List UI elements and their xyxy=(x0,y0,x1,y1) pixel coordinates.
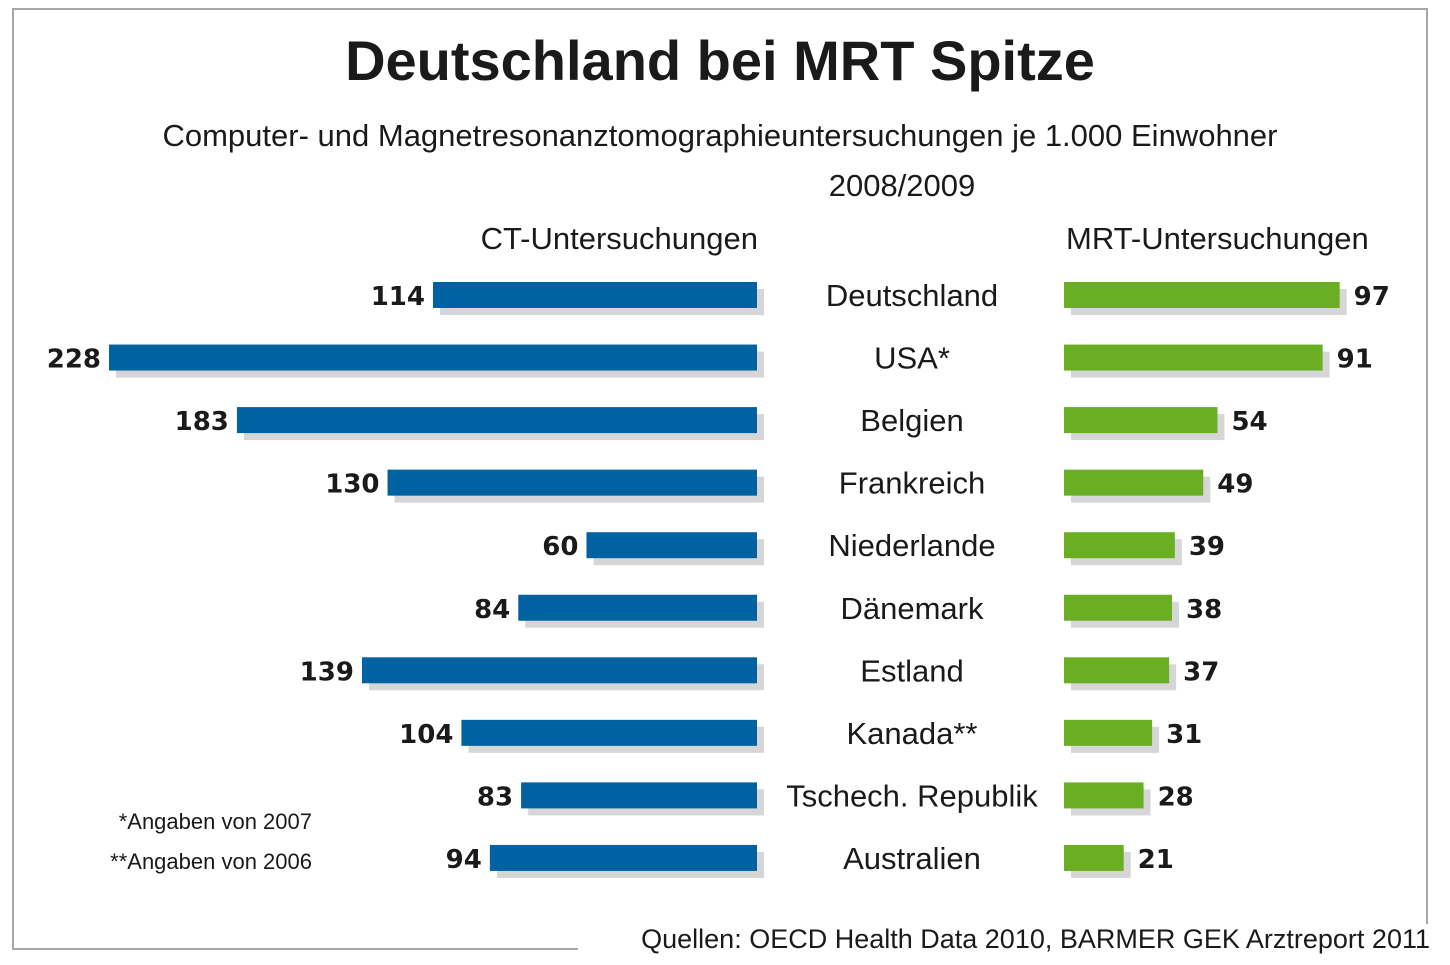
ct-value-label: 83 xyxy=(477,782,513,812)
mrt-value-label: 28 xyxy=(1158,782,1194,812)
mrt-bar xyxy=(1064,469,1204,496)
ct-bar xyxy=(236,407,757,434)
mrt-bar xyxy=(1064,844,1124,871)
ct-value-label: 130 xyxy=(325,470,379,500)
footnote-2007: *Angaben von 2007 xyxy=(118,809,312,834)
country-label: Kanada** xyxy=(846,716,977,751)
chart-row-3: 130 Frankreich 49 xyxy=(325,466,1253,503)
country-label: Niederlande xyxy=(828,528,995,563)
mrt-bar xyxy=(1064,532,1175,559)
country-label: Tschech. Republik xyxy=(786,778,1038,813)
mrt-value-label: 97 xyxy=(1354,282,1390,312)
mrt-value-label: 31 xyxy=(1166,720,1202,750)
country-label: Belgien xyxy=(860,403,963,438)
country-label: Frankreich xyxy=(839,466,985,501)
ct-value-label: 84 xyxy=(474,595,510,625)
mrt-value-label: 21 xyxy=(1138,845,1174,875)
ct-value-label: 183 xyxy=(175,407,229,437)
ct-bar xyxy=(489,844,757,871)
mrt-value-label: 39 xyxy=(1189,532,1225,562)
chart-row-6: 139 Estland 37 xyxy=(300,653,1219,691)
mrt-bar xyxy=(1064,594,1172,621)
ct-bar xyxy=(109,344,758,371)
ct-bar xyxy=(461,719,757,746)
ct-value-label: 94 xyxy=(446,845,482,875)
ct-bar xyxy=(433,282,757,308)
chart-row-5: 84 Dänemark 38 xyxy=(474,591,1222,628)
mrt-column-header: MRT-Untersuchungen xyxy=(1066,221,1369,256)
ct-bar xyxy=(387,469,757,496)
chart-row-8: 83 Tschech. Republik 28 xyxy=(477,778,1194,816)
mrt-bar xyxy=(1064,657,1170,684)
chart-subtitle: Computer- und Magnetresonanztomographieu… xyxy=(162,118,1278,153)
mrt-bar xyxy=(1064,344,1323,371)
ct-value-label: 228 xyxy=(47,345,101,375)
chart-row-9: 94 Australien 21 xyxy=(446,841,1174,878)
chart-row-2: 183 Belgien 54 xyxy=(175,403,1268,441)
ct-value-label: 139 xyxy=(300,657,354,687)
chart-row-7: 104 Kanada** 31 xyxy=(399,716,1202,753)
country-label: Estland xyxy=(860,653,963,688)
chart-row-1: 228 USA* 91 xyxy=(47,341,1373,378)
ct-value-label: 60 xyxy=(542,532,578,562)
mrt-value-label: 38 xyxy=(1186,595,1222,625)
country-label: Dänemark xyxy=(841,591,984,626)
country-label: Deutschland xyxy=(826,278,998,313)
ct-bar xyxy=(586,532,757,559)
chart-row-4: 60 Niederlande 39 xyxy=(542,528,1225,566)
ct-bar xyxy=(521,782,757,809)
mrt-value-label: 49 xyxy=(1217,470,1253,500)
chart-row-0: 114 Deutschland 97 xyxy=(371,278,1390,315)
mrt-bar xyxy=(1064,782,1144,809)
footnote-2006: **Angaben von 2006 xyxy=(110,849,312,874)
country-label: USA* xyxy=(874,341,950,376)
chart-title: Deutschland bei MRT Spitze xyxy=(345,29,1095,92)
mrt-bar xyxy=(1064,282,1340,308)
mrt-bar xyxy=(1064,719,1153,746)
ct-column-header: CT-Untersuchungen xyxy=(480,221,758,256)
mrt-value-label: 91 xyxy=(1337,345,1373,375)
ct-bar xyxy=(361,657,757,684)
country-label: Australien xyxy=(843,841,981,876)
mrt-value-label: 37 xyxy=(1183,657,1219,687)
ct-value-label: 104 xyxy=(399,720,453,750)
ct-value-label: 114 xyxy=(371,282,425,312)
source-note: Quellen: OECD Health Data 2010, BARMER G… xyxy=(635,924,1430,955)
mrt-bar xyxy=(1064,407,1218,434)
ct-bar xyxy=(518,594,757,621)
mrt-value-label: 54 xyxy=(1231,407,1267,437)
chart-period: 2008/2009 xyxy=(828,168,976,203)
